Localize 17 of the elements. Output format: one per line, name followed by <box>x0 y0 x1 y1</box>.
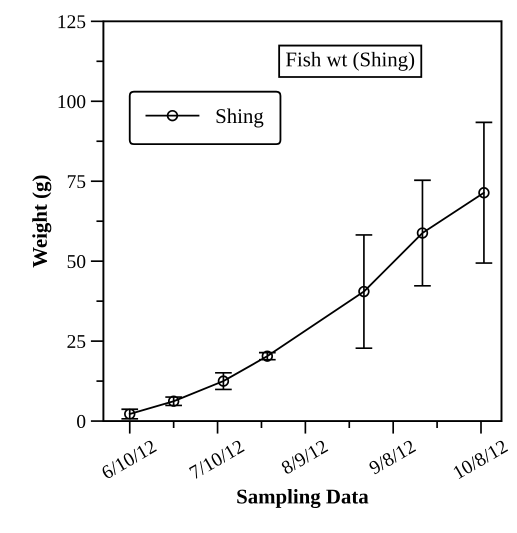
point <box>478 187 490 198</box>
point <box>168 396 180 407</box>
y-tick-label: 75 <box>68 175 86 188</box>
y-tick-label: 125 <box>58 15 86 28</box>
y-tick-label: 25 <box>67 334 86 348</box>
annotation: Fish wt (Shing) <box>286 52 414 71</box>
x-axis-title: Sampling Data <box>237 488 368 508</box>
point <box>218 375 230 387</box>
legend-label: Shing <box>216 108 264 128</box>
y-tick-label: 50 <box>68 254 86 268</box>
point <box>416 227 428 239</box>
y-tick-label: 0 <box>77 414 86 428</box>
y-tick-label: 100 <box>58 95 86 108</box>
point <box>358 286 370 298</box>
point <box>262 350 274 362</box>
y-axis-title: Weight (g) <box>32 176 52 268</box>
x-tick-label: 8/9/12 <box>280 439 328 475</box>
